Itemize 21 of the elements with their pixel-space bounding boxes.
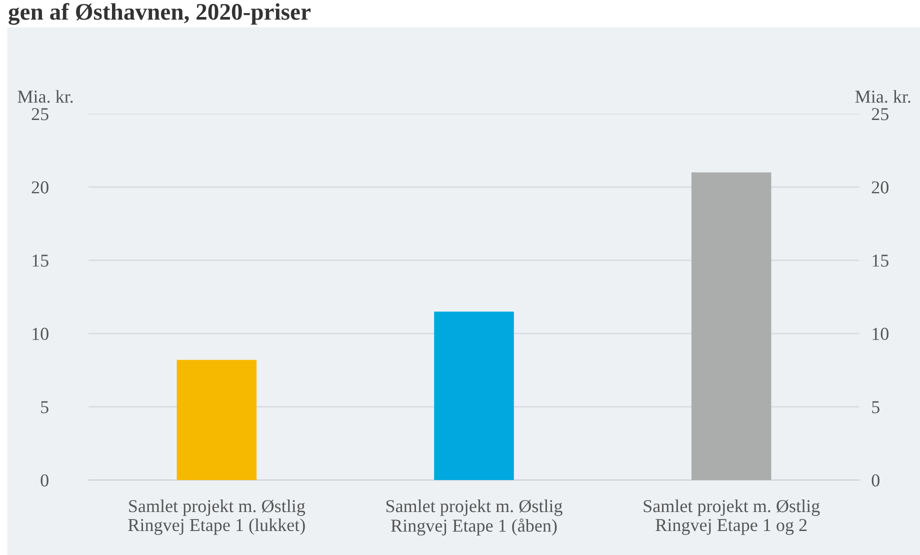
y-tick-label: 15 [32,254,48,267]
y-tick-label: 25 [32,108,48,120]
y2-tick-label: 10 [872,328,888,340]
bar [691,172,772,480]
x-tick-label: Samlet projekt m. Østlig Ringvej Etape 1 og 2 [644,500,820,535]
bar [434,312,514,480]
y-tick-label: 20 [32,181,48,194]
bar [176,360,257,480]
y-tick-label: 0 [40,474,48,487]
y-tick-label: 5 [41,401,48,414]
chart-title: gen af Østhavnen, 2020-priser [8,3,310,25]
y2-tick-label: 20 [872,181,888,194]
y-tick-label: 10 [32,328,48,340]
x-tick-label: Samlet projekt m. Østlig Ringvej Etape 1 (åben) [386,500,562,536]
y2-tick-label: 5 [872,401,880,414]
y2-tick-label: 0 [872,474,880,487]
y-axis-title: Mia. kr. [18,90,73,103]
x-tick-label: Samlet projekt m. Østlig Ringvej Etape 1 (lukket) [128,500,306,535]
y2-axis-title: Mia. kr. [855,90,910,103]
y2-tick-label: 15 [872,254,888,267]
y2-tick-label: 25 [872,108,888,120]
